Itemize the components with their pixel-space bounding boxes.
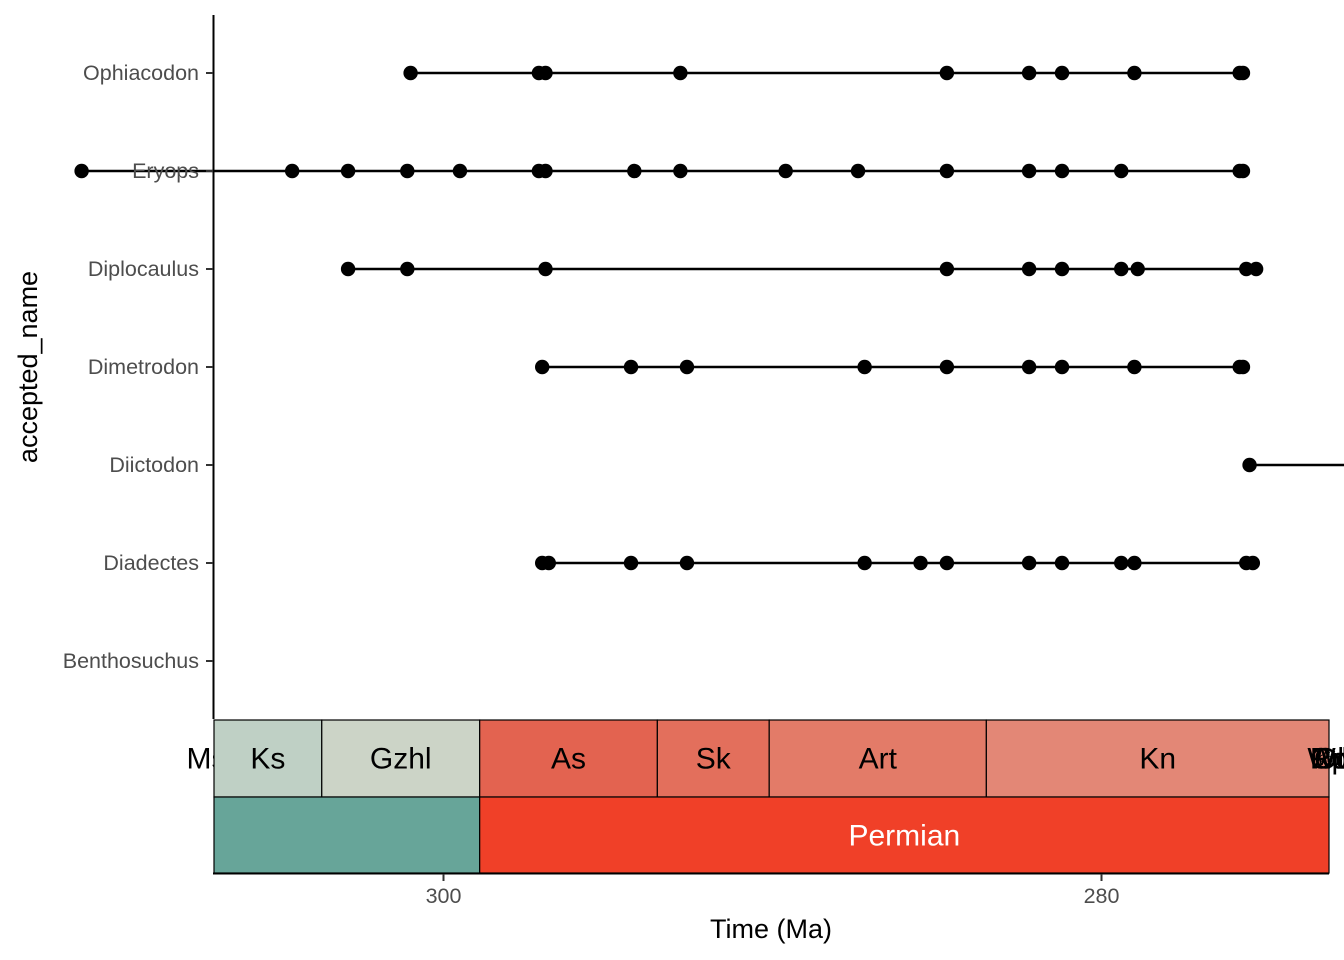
occurrence-point [1054, 261, 1070, 277]
period-band: Permian [213, 796, 1330, 874]
occurrence-point [850, 163, 866, 179]
y-ticks: Ophiacodon Eryops Diplocaulus Dimetrodon Dii… [63, 61, 213, 673]
occurrence-point [1235, 163, 1251, 179]
occurrence-point [1127, 555, 1142, 571]
stage-label: Sk [696, 743, 732, 776]
occurrence-point [913, 555, 928, 571]
y-tick-label: Dimetrodon [88, 355, 199, 379]
occurrence-point [939, 555, 955, 571]
occurrence-point [623, 359, 639, 375]
occurrence-point [1054, 65, 1070, 81]
occurrence-point [1021, 555, 1037, 571]
occurrence-point [1054, 555, 1070, 571]
occurrence-point [1248, 261, 1264, 277]
occurrence-point [1239, 261, 1254, 277]
stage-label: Chn [1319, 753, 1339, 765]
occurrence-point [1235, 65, 1251, 81]
x-ticks: 300280260 [426, 874, 1120, 908]
stage-label: Gzhl [370, 743, 432, 776]
stage-label: Art [859, 743, 898, 776]
stage-ks [213, 719, 323, 798]
occurrence-point [1130, 261, 1145, 277]
occurrence-point [679, 555, 695, 571]
stage-label: Rd [1310, 743, 1344, 776]
period-label: Permian [848, 820, 960, 853]
series-eryops [74, 163, 1251, 179]
occurrence-point [1054, 359, 1070, 375]
occurrence-point [1245, 555, 1261, 571]
occurrence-point [1114, 555, 1129, 571]
x-axis-title: Time (Ma) [710, 914, 832, 944]
stage-gzhl [321, 719, 481, 798]
occurrence-point [74, 163, 89, 179]
occurrence-point [538, 261, 553, 277]
occurrence-point [1114, 163, 1129, 179]
stage-label: Ol [1314, 743, 1344, 776]
occurrence-point [939, 163, 955, 179]
occurrence-point [1127, 65, 1142, 81]
y-tick-label: Benthosuchus [63, 649, 199, 673]
occurrence-point [673, 65, 688, 81]
axes [212, 15, 1329, 875]
y-tick-label: Diictodon [109, 453, 199, 477]
x-tick-label: 300 [426, 884, 462, 908]
occurrence-point [623, 555, 639, 571]
y-axis-title: accepted_name [13, 271, 43, 463]
occurrence-point [284, 163, 300, 179]
x-tick-label: 280 [1084, 884, 1120, 908]
occurrence-point [452, 163, 468, 179]
stage-label: Wr [1316, 748, 1342, 770]
stage-label: Kn [1139, 743, 1176, 776]
occurrence-point [939, 261, 955, 277]
occurrence-point [1235, 359, 1251, 375]
series-dimetrodon [535, 359, 1251, 375]
occurrence-point [400, 163, 415, 179]
stage-label: Cp [1310, 743, 1344, 776]
occurrence-point [1021, 261, 1037, 277]
y-tick-label: Diadectes [103, 551, 199, 575]
occurrence-point [673, 163, 688, 179]
series-ophiacodon [403, 65, 1251, 81]
stage-label: Ks [250, 743, 285, 776]
stage-label: Wc [1307, 743, 1344, 776]
stage-band: MscKsGzhlAsSkArtKnRdWrCpWcChnOl [187, 719, 1344, 798]
occurrence-point [778, 163, 793, 179]
stage-as [479, 719, 658, 798]
series-diadectes [535, 555, 1261, 571]
period-permian [479, 796, 1330, 874]
y-tick-label: Eryops [132, 159, 199, 183]
stage-label: As [551, 743, 586, 776]
occurrence-point [1021, 163, 1037, 179]
occurrence-point [538, 65, 553, 81]
occurrence-point [1127, 359, 1142, 375]
occurrence-point [939, 359, 955, 375]
occurrence-point [403, 65, 418, 81]
occurrence-point [1114, 261, 1129, 277]
occurrence-point [939, 65, 955, 81]
y-tick-label: Ophiacodon [83, 61, 199, 85]
occurrence-point [340, 261, 356, 277]
occurrence-point [340, 163, 356, 179]
period-unlabeled-0 [213, 796, 481, 874]
series-diictodon [1242, 457, 1344, 473]
occurrence-point [857, 359, 872, 375]
occurrence-point [400, 261, 415, 277]
occurrence-point [541, 555, 556, 571]
occurrence-point [535, 359, 550, 375]
y-tick-label: Diplocaulus [88, 257, 199, 281]
series-diplocaulus [340, 261, 1264, 277]
plot-panel [74, 65, 1344, 571]
occurrence-point [1242, 457, 1257, 473]
occurrence-point [1021, 359, 1037, 375]
occurrence-point [857, 555, 872, 571]
occurrence-point [538, 163, 553, 179]
occurrence-point [1054, 163, 1070, 179]
occurrence-point [679, 359, 695, 375]
occurrence-point [627, 163, 642, 179]
occurrence-point [1021, 65, 1037, 81]
